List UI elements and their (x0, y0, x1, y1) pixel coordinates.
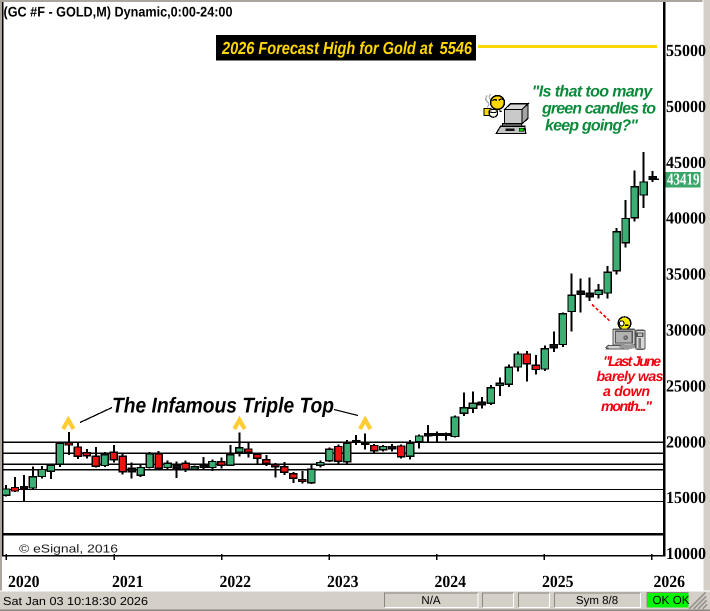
svg-text:"Last June: "Last June (603, 354, 661, 370)
svg-text:month...": month..." (601, 399, 652, 415)
svg-text:(GC #F - GOLD,M) Dynamic,0:00-: (GC #F - GOLD,M) Dynamic,0:00-24:00 (4, 4, 233, 20)
svg-text:25000: 25000 (666, 376, 706, 395)
svg-text:The Infamous Triple Top: The Infamous Triple Top (112, 394, 334, 418)
svg-text:a down: a down (603, 384, 650, 400)
svg-text:15000: 15000 (666, 488, 706, 507)
svg-text:2024: 2024 (435, 572, 467, 591)
svg-text:10000: 10000 (666, 544, 706, 563)
svg-text:30000: 30000 (666, 321, 706, 340)
svg-text:Sym 8/8: Sym 8/8 (576, 595, 618, 607)
svg-text:N/A: N/A (421, 595, 441, 607)
svg-text:20000: 20000 (666, 432, 706, 451)
svg-text:50000: 50000 (666, 97, 706, 116)
svg-text:40000: 40000 (666, 209, 706, 228)
svg-text:keep going?": keep going?" (545, 118, 638, 135)
svg-text:© eSignal, 2016: © eSignal, 2016 (19, 544, 118, 556)
svg-text:2026 Forecast High for Gold at: 2026 Forecast High for Gold at 5546 (221, 38, 472, 58)
svg-text:55000: 55000 (666, 41, 706, 60)
svg-text:2023: 2023 (327, 572, 359, 591)
svg-text:"Is that too many: "Is that too many (532, 84, 654, 101)
svg-text:OK OK: OK OK (652, 593, 689, 607)
svg-text:45000: 45000 (666, 153, 706, 172)
svg-text:2020: 2020 (8, 572, 40, 591)
svg-text:Sat Jan 03 10:18:30 2026: Sat Jan 03 10:18:30 2026 (3, 596, 148, 608)
svg-text:green candles to: green candles to (541, 101, 656, 118)
svg-text:2026: 2026 (654, 572, 686, 591)
svg-text:barely was: barely was (597, 369, 664, 385)
svg-text:2025: 2025 (542, 572, 574, 591)
svg-text:43419: 43419 (667, 170, 700, 189)
svg-text:2021: 2021 (112, 572, 144, 591)
svg-text:2022: 2022 (220, 572, 252, 591)
svg-text:35000: 35000 (666, 265, 706, 284)
